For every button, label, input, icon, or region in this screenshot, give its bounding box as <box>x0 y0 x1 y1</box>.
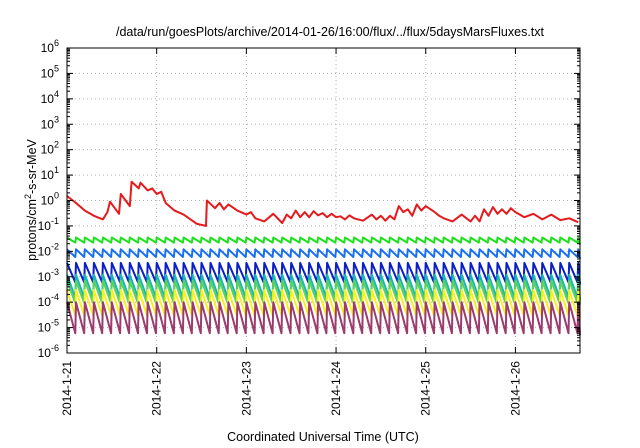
y-tick-label-base: 10 <box>41 41 55 55</box>
series-line-3 <box>66 248 581 260</box>
y-tick-label: 102 <box>41 140 59 157</box>
y-tick-label: 106 <box>41 38 59 55</box>
y-tick-label: 10-3 <box>38 267 59 284</box>
y-axis-label: protons/cm2-s-sr-MeV <box>23 138 39 260</box>
y-tick-label: 10-6 <box>38 343 59 360</box>
y-tick-label: 10-2 <box>38 241 59 258</box>
y-tick-label-exponent: -5 <box>51 318 59 328</box>
y-tick-label-base: 10 <box>41 143 55 157</box>
y-axis-label-rest: -s-sr-MeV <box>25 138 39 194</box>
y-tick-label: 100 <box>41 191 59 208</box>
y-tick-label-base: 10 <box>38 346 52 360</box>
series-line-2 <box>66 236 581 246</box>
x-tick-label: 2014-1-26 <box>508 361 522 416</box>
x-tick-label: 2014-1-25 <box>419 361 433 416</box>
y-tick-label-base: 10 <box>38 270 52 284</box>
y-tick-label-exponent: -6 <box>51 343 59 353</box>
y-tick-label-base: 10 <box>38 219 52 233</box>
y-tick-label: 104 <box>41 89 59 106</box>
x-tick-label: 2014-1-22 <box>150 361 164 416</box>
y-tick-label-exponent: -1 <box>51 216 59 226</box>
y-tick-labels: 10-610-510-410-310-210-11001011021031041… <box>38 38 59 360</box>
y-tick-label-exponent: 5 <box>54 63 59 73</box>
y-tick-label-base: 10 <box>41 117 55 131</box>
y-tick-label: 101 <box>41 165 59 182</box>
y-tick-label-base: 10 <box>41 66 55 80</box>
x-tick-label: 2014-1-24 <box>329 361 343 416</box>
series-layer <box>66 180 581 336</box>
x-tick-label: 2014-1-21 <box>60 361 74 416</box>
y-tick-label-exponent: 2 <box>54 140 59 150</box>
x-tick-labels: 2014-1-21 2014-1-22 2014-1-23 2014-1-24 2014… <box>60 361 522 416</box>
x-axis-label: Coordinated Universal Time (UTC) <box>227 430 419 444</box>
y-tick-label: 10-5 <box>38 318 59 335</box>
y-tick-label-exponent: -4 <box>51 292 59 302</box>
y-tick-label-exponent: 1 <box>54 165 59 175</box>
y-tick-label-exponent: 3 <box>54 114 59 124</box>
y-axis-label-base: protons/cm <box>25 199 39 261</box>
y-tick-label-exponent: 6 <box>54 38 59 48</box>
y-tick-label-base: 10 <box>38 321 52 335</box>
chart-title: /data/run/goesPlots/archive/2014-01-26/1… <box>116 25 545 39</box>
series-line-1 <box>66 180 579 227</box>
ticks <box>66 47 580 354</box>
y-tick-label-exponent: -2 <box>51 241 59 251</box>
x-tick-label: 2014-1-23 <box>239 361 253 416</box>
y-tick-label-exponent: -3 <box>51 267 59 277</box>
y-tick-label-exponent: 0 <box>54 191 59 201</box>
y-tick-label-base: 10 <box>41 168 55 182</box>
y-tick-label-base: 10 <box>38 244 52 258</box>
series-line-8 <box>66 301 581 336</box>
y-tick-label-base: 10 <box>38 295 52 309</box>
y-tick-label-base: 10 <box>41 92 55 106</box>
y-tick-label: 103 <box>41 114 59 131</box>
y-axis-label-sup: 2 <box>23 194 33 199</box>
y-tick-label: 10-1 <box>38 216 59 233</box>
y-tick-label-exponent: 4 <box>54 89 59 99</box>
y-tick-label: 105 <box>41 63 59 80</box>
y-tick-label: 10-4 <box>38 292 59 309</box>
y-tick-label-base: 10 <box>41 194 55 208</box>
